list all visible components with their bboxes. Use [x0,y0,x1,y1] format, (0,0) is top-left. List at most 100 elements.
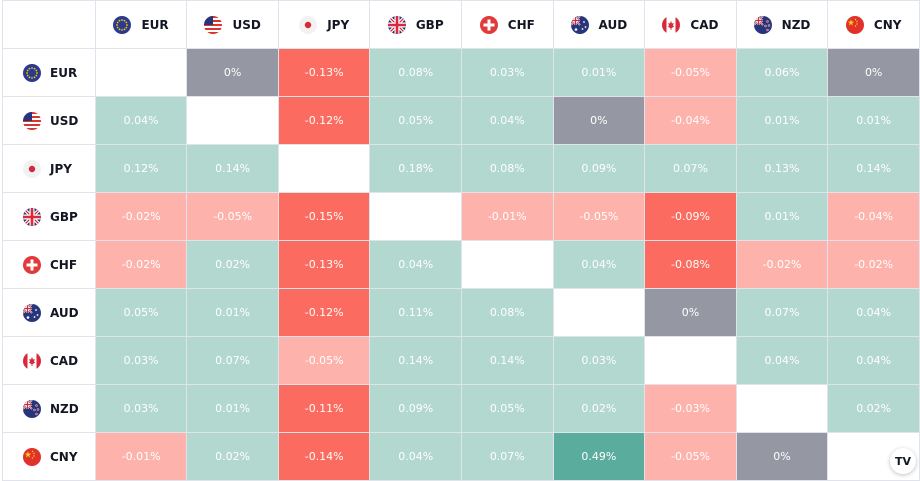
rate-change-cell[interactable]: 0.02% [187,241,279,289]
column-header-aud[interactable]: AUD [553,1,645,49]
rate-change-cell[interactable]: 0.04% [462,97,554,145]
rate-change-cell[interactable]: -0.14% [278,433,370,481]
rate-change-cell[interactable]: 0.04% [828,337,920,385]
rate-change-cell[interactable]: 0% [736,433,828,481]
logo-text: TV [895,455,911,468]
canada-flag-icon [23,352,41,370]
rate-change-cell[interactable]: 0% [828,49,920,97]
rate-change-cell[interactable]: -0.05% [553,193,645,241]
rate-change-cell[interactable]: 0.08% [462,145,554,193]
rate-change-cell[interactable]: 0.07% [187,337,279,385]
row-header-cad[interactable]: CAD [3,337,96,385]
rate-change-cell[interactable]: 0% [187,49,279,97]
row-header-aud[interactable]: AUD [3,289,96,337]
rate-change-cell[interactable]: 0.13% [736,145,828,193]
rate-change-cell[interactable]: -0.01% [95,433,187,481]
row-header-gbp[interactable]: GBP [3,193,96,241]
rate-change-cell[interactable]: 0.07% [462,433,554,481]
rate-change-cell[interactable]: 0.01% [187,289,279,337]
rate-change-cell[interactable]: 0.04% [553,241,645,289]
rate-change-cell[interactable]: 0.04% [95,97,187,145]
rate-change-cell[interactable]: 0.03% [95,385,187,433]
us-flag-icon [204,16,222,34]
row-header-eur[interactable]: EUR [3,49,96,97]
rate-change-cell[interactable]: -0.05% [645,433,737,481]
rate-change-cell[interactable]: -0.02% [95,241,187,289]
rate-change-cell[interactable]: 0% [645,289,737,337]
rate-change-cell[interactable]: -0.13% [278,241,370,289]
rate-change-cell[interactable]: 0.12% [95,145,187,193]
rate-change-cell[interactable]: -0.05% [278,337,370,385]
rate-change-cell[interactable]: 0.01% [828,97,920,145]
rate-change-cell[interactable]: 0.02% [553,385,645,433]
row-header-chf[interactable]: CHF [3,241,96,289]
rate-change-cell[interactable]: 0.49% [553,433,645,481]
rate-change-cell[interactable]: 0.03% [462,49,554,97]
rate-change-cell[interactable]: 0.14% [828,145,920,193]
rate-change-cell[interactable]: -0.15% [278,193,370,241]
rate-change-cell[interactable]: 0.09% [553,145,645,193]
column-header-usd[interactable]: USD [187,1,279,49]
rate-change-cell[interactable]: -0.09% [645,193,737,241]
rate-change-cell[interactable]: 0.04% [370,241,462,289]
rate-change-cell[interactable]: 0.14% [462,337,554,385]
column-header-eur[interactable]: EUR [95,1,187,49]
rate-change-cell[interactable]: 0.03% [95,337,187,385]
row-header-nzd[interactable]: NZD [3,385,96,433]
rate-change-cell[interactable]: 0.05% [462,385,554,433]
table-row: AUD 0.05%0.01%-0.12%0.11%0.08% 0%0.07%0.04… [3,289,920,337]
rate-change-cell[interactable]: -0.12% [278,289,370,337]
rate-change-cell[interactable]: -0.02% [736,241,828,289]
rate-change-cell[interactable]: -0.05% [187,193,279,241]
rate-change-cell[interactable]: 0.08% [370,49,462,97]
rate-change-cell[interactable]: 0.01% [553,49,645,97]
row-header-usd[interactable]: USD [3,97,96,145]
rate-change-cell[interactable]: 0.11% [370,289,462,337]
rate-change-cell[interactable]: -0.04% [828,193,920,241]
rate-change-cell[interactable]: 0.04% [370,433,462,481]
column-header-chf[interactable]: CHF [462,1,554,49]
rate-change-cell[interactable]: 0.05% [95,289,187,337]
column-header-cad[interactable]: CAD [645,1,737,49]
rate-change-cell[interactable]: 0.09% [370,385,462,433]
rate-change-cell[interactable]: 0.03% [553,337,645,385]
row-header-jpy[interactable]: JPY [3,145,96,193]
rate-change-cell[interactable]: 0.04% [736,337,828,385]
rate-change-cell[interactable]: 0.01% [187,385,279,433]
rate-change-cell[interactable]: 0.04% [828,289,920,337]
rate-change-cell[interactable]: -0.13% [278,49,370,97]
column-header-jpy[interactable]: JPY [278,1,370,49]
rate-change-cell[interactable]: 0.14% [370,337,462,385]
column-header-cny[interactable]: CNY [828,1,920,49]
rate-change-cell[interactable]: -0.12% [278,97,370,145]
rate-change-cell[interactable]: 0.06% [736,49,828,97]
rate-change-cell[interactable]: 0% [553,97,645,145]
rate-change-cell[interactable]: 0.05% [370,97,462,145]
new-zealand-flag-icon [23,400,41,418]
rate-change-cell[interactable]: -0.04% [645,97,737,145]
rate-change-cell[interactable]: 0.18% [370,145,462,193]
rate-change-cell[interactable]: -0.05% [645,49,737,97]
column-header-nzd[interactable]: NZD [736,1,828,49]
rate-change-cell[interactable]: 0.01% [736,193,828,241]
rate-change-cell[interactable]: -0.03% [645,385,737,433]
rate-change-cell[interactable]: 0.14% [187,145,279,193]
rate-change-cell[interactable]: -0.08% [645,241,737,289]
rate-change-cell[interactable]: 0.07% [736,289,828,337]
rate-change-cell[interactable]: 0.02% [828,385,920,433]
column-header-gbp[interactable]: GBP [370,1,462,49]
rate-change-cell[interactable]: 0.08% [462,289,554,337]
rate-change-cell[interactable]: 0.02% [187,433,279,481]
tradingview-logo-icon[interactable]: TV [890,448,916,474]
empty-self-cell [187,97,279,145]
rate-change-cell[interactable]: 0.01% [736,97,828,145]
rate-change-cell[interactable]: -0.02% [828,241,920,289]
row-header-cny[interactable]: CNY [3,433,96,481]
rate-change-cell[interactable]: -0.11% [278,385,370,433]
rate-change-cell[interactable]: 0.07% [645,145,737,193]
rate-change-cell[interactable]: -0.02% [95,193,187,241]
row-header-label: AUD [50,306,79,320]
rate-change-cell[interactable]: -0.01% [462,193,554,241]
